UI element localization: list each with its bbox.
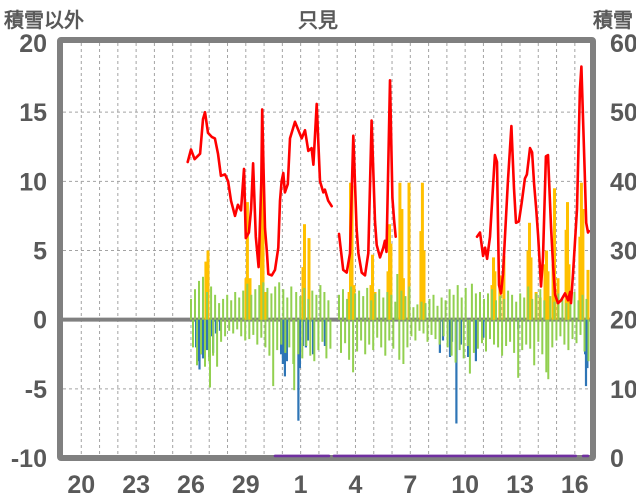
series-green-bars [190, 274, 590, 391]
y-right-tick-label: 10 [610, 376, 636, 404]
x-tick-label: 26 [177, 471, 205, 499]
x-tick-label: 16 [561, 471, 589, 499]
series-temperature-red-line [186, 65, 591, 305]
gridlines [63, 43, 590, 456]
x-tick-label: 23 [122, 471, 150, 499]
y-left-tick-label: 5 [33, 238, 47, 266]
y-right-tick-label: 50 [610, 99, 636, 127]
chart-title: 只見 [298, 10, 338, 32]
x-tick-label: 1 [294, 471, 308, 499]
y-right-tick-label: 30 [610, 238, 636, 266]
x-tick-label: 13 [506, 471, 534, 499]
x-tick-label: 20 [67, 471, 95, 499]
y-left-tick-label: -5 [25, 376, 47, 404]
y-left-tick-label: 0 [33, 307, 47, 335]
left-axis-title: 積雪以外 [4, 10, 84, 32]
plot-frame [57, 37, 596, 461]
y-left-tick-label: 15 [19, 99, 47, 127]
y-right-tick-label: 0 [610, 445, 624, 473]
y-right-tick-label: 60 [610, 30, 636, 58]
y-right-tick-label: 20 [610, 307, 636, 335]
y-right-tick-label: 40 [610, 168, 636, 196]
y-left-tick-label: 10 [19, 168, 47, 196]
right-axis-title: 積雪 [593, 10, 633, 32]
y-left-tick-label: -10 [11, 445, 47, 473]
y-left-tick-label: 20 [19, 30, 47, 58]
x-tick-label: 29 [232, 471, 260, 499]
x-tick-label: 4 [349, 471, 363, 499]
x-tick-label: 7 [403, 471, 417, 499]
x-tick-label: 10 [451, 471, 479, 499]
